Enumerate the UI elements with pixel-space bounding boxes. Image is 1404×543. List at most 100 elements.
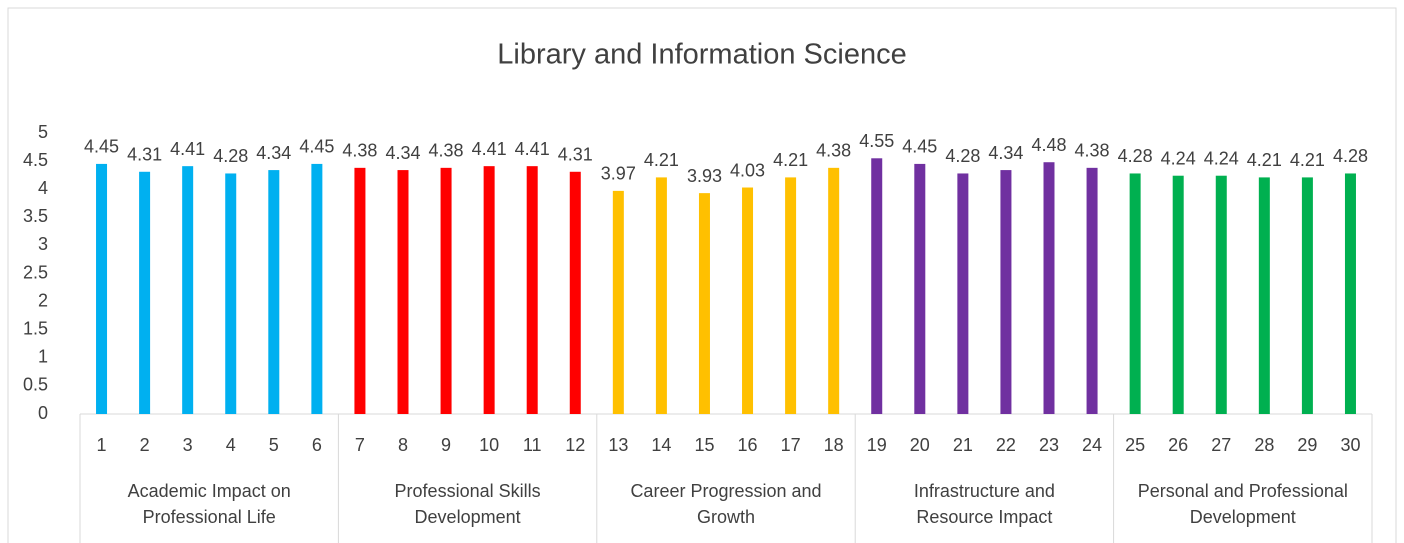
data-label: 4.34 — [256, 143, 291, 163]
group-label: Academic Impact on Professional Life — [127, 481, 291, 527]
data-label: 4.45 — [299, 137, 334, 157]
bar — [1086, 167, 1098, 414]
x-tick-label: 2 — [140, 435, 150, 455]
y-tick-label: 0.5 — [23, 375, 48, 395]
x-tick-label: 14 — [651, 435, 671, 455]
x-tick-label: 24 — [1082, 435, 1102, 455]
x-tick-label: 19 — [867, 435, 887, 455]
bar — [397, 170, 409, 414]
bar — [96, 163, 108, 414]
data-label: 4.28 — [1333, 146, 1368, 166]
x-tick-label: 26 — [1168, 435, 1188, 455]
y-tick-label: 4 — [38, 178, 48, 198]
group-label: Infrastructure and Resource Impact — [913, 481, 1055, 527]
x-tick-label: 8 — [398, 435, 408, 455]
x-tick-label: 15 — [694, 435, 714, 455]
data-label: 4.31 — [127, 145, 162, 165]
data-label: 4.03 — [730, 160, 765, 180]
bar — [1344, 173, 1356, 414]
bar — [828, 167, 840, 414]
data-label: 4.28 — [1118, 146, 1153, 166]
x-tick-label: 16 — [738, 435, 758, 455]
bar — [182, 166, 194, 414]
x-tick-label: 4 — [226, 435, 236, 455]
bar — [957, 173, 969, 414]
bar — [268, 170, 280, 414]
x-tick-label: 13 — [608, 435, 628, 455]
bar — [1301, 177, 1313, 414]
y-tick-label: 1 — [38, 347, 48, 367]
data-label: 4.38 — [342, 141, 377, 161]
data-label: 4.21 — [773, 150, 808, 170]
y-tick-label: 1.5 — [23, 318, 48, 338]
bar — [1215, 175, 1227, 414]
x-tick-label: 17 — [781, 435, 801, 455]
bar — [698, 193, 710, 414]
data-label: 4.41 — [472, 139, 507, 159]
x-tick-label: 7 — [355, 435, 365, 455]
x-tick-label: 11 — [523, 435, 542, 455]
x-tick-label: 5 — [269, 435, 279, 455]
data-label: 4.21 — [1247, 150, 1282, 170]
bar — [354, 167, 366, 414]
bar — [914, 163, 926, 414]
y-tick-label: 5 — [38, 122, 48, 142]
data-label: 4.45 — [902, 137, 937, 157]
group-label: Personal and Professional Development — [1137, 481, 1348, 527]
x-tick-label: 10 — [479, 435, 499, 455]
x-tick-label: 9 — [441, 435, 451, 455]
bar — [1258, 177, 1270, 414]
bar — [742, 187, 754, 414]
x-tick-label: 23 — [1039, 435, 1059, 455]
y-tick-label: 2.5 — [23, 262, 48, 282]
data-label: 3.97 — [601, 164, 636, 184]
x-tick-label: 25 — [1125, 435, 1145, 455]
y-tick-label: 3.5 — [23, 206, 48, 226]
data-label: 4.55 — [859, 131, 894, 151]
x-tick-label: 20 — [910, 435, 930, 455]
x-tick-label: 21 — [953, 435, 973, 455]
x-tick-label: 6 — [312, 435, 322, 455]
data-label: 4.28 — [945, 146, 980, 166]
x-tick-label: 18 — [824, 435, 844, 455]
x-tick-label: 30 — [1340, 435, 1360, 455]
data-label: 4.31 — [558, 145, 593, 165]
data-label: 4.41 — [515, 139, 550, 159]
y-tick-label: 2 — [38, 290, 48, 310]
bar — [225, 173, 237, 414]
group-label: Professional Skills Development — [394, 481, 541, 527]
data-label: 4.34 — [988, 143, 1023, 163]
bar — [483, 166, 495, 414]
bar — [139, 171, 151, 414]
data-label: 4.24 — [1204, 148, 1239, 168]
bar — [1043, 162, 1055, 414]
bar — [612, 190, 624, 414]
bar — [655, 177, 667, 414]
data-label: 4.48 — [1031, 135, 1066, 155]
bar — [871, 158, 883, 414]
y-tick-label: 3 — [38, 234, 48, 254]
data-label: 4.38 — [816, 141, 851, 161]
data-label: 4.28 — [213, 146, 248, 166]
group-label: Career Progression and Growth — [630, 481, 822, 527]
x-tick-label: 27 — [1211, 435, 1231, 455]
bar — [1172, 175, 1184, 414]
bar — [785, 177, 797, 414]
x-tick-label: 29 — [1297, 435, 1317, 455]
bar — [440, 167, 452, 414]
bar — [569, 171, 581, 414]
data-label: 4.45 — [84, 137, 119, 157]
x-tick-label: 12 — [565, 435, 585, 455]
x-tick-label: 1 — [97, 435, 107, 455]
x-tick-label: 22 — [996, 435, 1016, 455]
data-label: 4.21 — [1290, 150, 1325, 170]
y-tick-label: 0 — [38, 403, 48, 423]
chart-title: Library and Information Science — [497, 39, 906, 71]
bar — [1129, 173, 1141, 414]
bar — [1000, 170, 1012, 414]
data-label: 3.93 — [687, 166, 722, 186]
data-label: 4.21 — [644, 150, 679, 170]
bar — [526, 166, 538, 414]
